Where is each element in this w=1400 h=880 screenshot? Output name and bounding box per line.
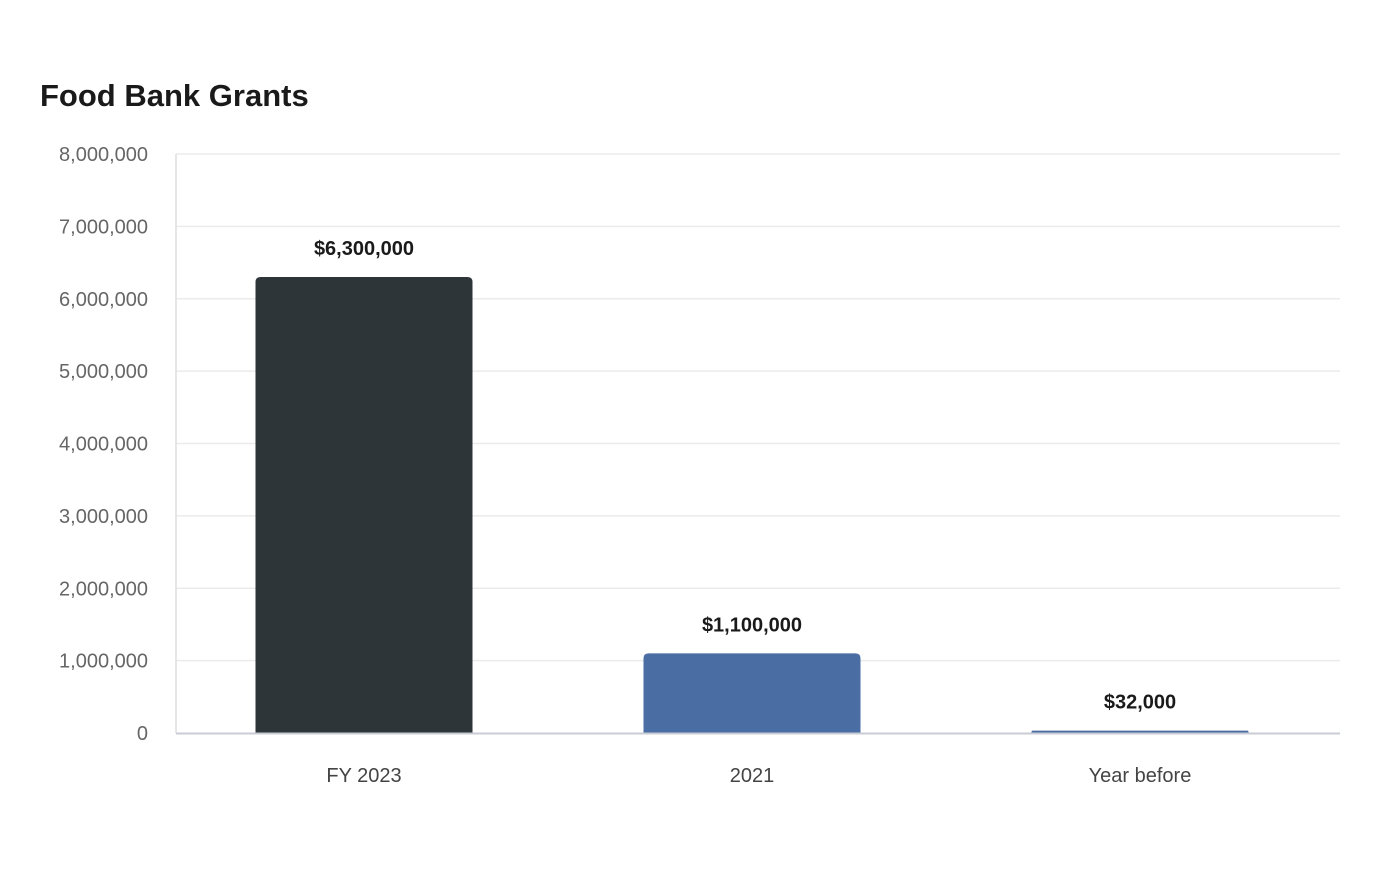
data-labels: $6,300,000 $1,100,000 $32,000 (314, 238, 1176, 714)
chart-title: Food Bank Grants (40, 78, 309, 113)
bar-value-label: $6,300,000 (314, 238, 414, 260)
y-tick-label: 4,000,000 (59, 434, 148, 456)
x-category-label: FY 2023 (326, 765, 401, 787)
y-tick-label: 7,000,000 (59, 216, 148, 238)
y-axis-ticks: 0 1,000,000 2,000,000 3,000,000 4,000,000 5,0… (59, 144, 148, 745)
x-category-label: 2021 (730, 765, 775, 787)
bar-year-before (1031, 730, 1249, 733)
y-tick-label: 3,000,000 (59, 506, 148, 528)
bar-value-label: $32,000 (1104, 692, 1176, 714)
x-axis-categories: FY 2023 2021 Year before (326, 765, 1191, 787)
bar-fy-2023 (255, 277, 473, 733)
y-tick-label: 5,000,000 (59, 361, 148, 383)
bar-value-label: $1,100,000 (702, 614, 802, 636)
bar-2021 (643, 653, 861, 733)
y-tick-label: 6,000,000 (59, 289, 148, 311)
axes (175, 154, 1340, 735)
bars (255, 277, 1249, 733)
y-tick-label: 2,000,000 (59, 578, 148, 600)
y-tick-label: 8,000,000 (59, 144, 148, 166)
x-category-label: Year before (1089, 765, 1192, 787)
y-tick-label: 0 (137, 723, 148, 745)
y-tick-label: 1,000,000 (59, 651, 148, 673)
